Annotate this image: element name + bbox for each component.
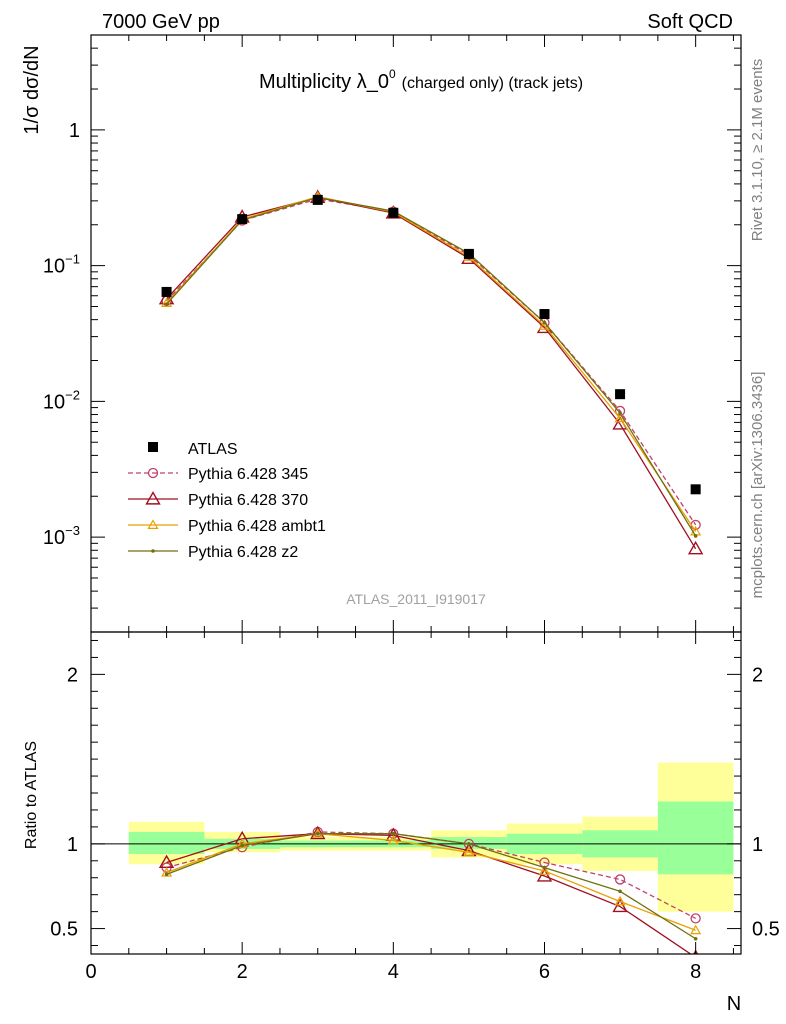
title-main: Multiplicity λ_0: [259, 71, 389, 93]
legend-label: Pythia 6.428 z2: [188, 544, 298, 561]
marker-triangle-small: [147, 519, 159, 529]
data-point-atlas: [690, 484, 701, 495]
rivet-label: Rivet 3.1.10, ≥ 2.1M events: [749, 59, 766, 242]
series-line-3: [166, 196, 697, 537]
marker-circle: [614, 874, 626, 885]
marker-triangle: [145, 491, 161, 505]
data-point-atlas: [539, 309, 550, 320]
legend-item-2: Pythia 6.428 ambt1: [128, 518, 326, 535]
ratio-y-tick-label-right: 2: [752, 664, 763, 686]
ratio-line-3: [166, 833, 696, 940]
ratio-panel: [91, 825, 741, 954]
legend-label: Pythia 6.428 345: [188, 466, 308, 483]
title-small: (charged only) (track jets): [402, 75, 583, 92]
x-tick-label: 6: [539, 961, 550, 983]
data-point-atlas: [161, 286, 172, 297]
main-ylabel: 1/σ dσ/dN: [21, 45, 43, 134]
x-tick-label: 8: [690, 961, 701, 983]
ratio-line-0: [166, 831, 696, 919]
marker-dot: [315, 831, 320, 836]
marker-triangle-small: [614, 895, 626, 906]
marker-dot: [618, 411, 622, 415]
data-point-atlas: [237, 214, 248, 225]
y-tick-label: 10−1: [43, 252, 80, 278]
x-axis-label: N: [727, 993, 741, 1015]
data-point-atlas: [312, 194, 323, 205]
legend-label: Pythia 6.428 ambt1: [188, 518, 326, 535]
marker-triangle: [687, 540, 704, 555]
marker-dot: [618, 889, 622, 894]
legend: ATLAS Pythia 6.428 345 Pythia 6.428 370 Pyt…: [128, 441, 326, 561]
marker-circle: [614, 405, 626, 417]
watermark: ATLAS_2011_I919017: [346, 591, 486, 607]
data-point-atlas: [615, 389, 626, 400]
marker-dot: [542, 865, 547, 870]
legend-item-3: Pythia 6.428 z2: [128, 544, 298, 561]
ratio-y-tick-label: 1: [67, 834, 78, 856]
marker-triangle-small: [538, 865, 551, 875]
marker-dot: [391, 831, 396, 836]
marker-triangle: [612, 898, 628, 913]
marker-dot: [693, 534, 698, 538]
legend-item-0: Pythia 6.428 345: [128, 466, 308, 483]
y-tick-label: 10−3: [43, 523, 80, 549]
ratio-y-tick-label: 0.5: [50, 919, 78, 941]
marker-dot: [467, 842, 471, 846]
main-frame: [90, 34, 742, 633]
marker-dot: [164, 302, 169, 306]
marker-triangle-small: [387, 834, 399, 845]
legend-marker-atlas: [148, 442, 158, 452]
marker-dot: [542, 320, 547, 325]
legend-label-atlas: ATLAS: [188, 441, 238, 458]
data-point-atlas: [463, 248, 474, 259]
x-tick-label: 0: [85, 961, 96, 983]
legend-label: Pythia 6.428 370: [188, 492, 308, 509]
ratio-y-tick-label: 2: [67, 664, 78, 686]
marker-triangle-small: [463, 846, 475, 857]
title-superscript: 0: [389, 67, 396, 81]
marker-dot: [151, 549, 155, 553]
ratio-y-tick-label-right: 1: [752, 834, 763, 856]
x-tick-label: 4: [388, 961, 399, 983]
y-tick-label: 1: [69, 120, 80, 142]
legend-item-1: Pythia 6.428 370: [128, 491, 308, 509]
marker-dot: [164, 872, 169, 877]
x-tick-label: 2: [237, 961, 248, 983]
header-right: Soft QCD: [647, 11, 733, 33]
chart-title: Multiplicity λ_00 (charged only) (track j…: [259, 67, 583, 93]
main-panel: [158, 189, 704, 555]
ratio-line-2: [166, 833, 696, 931]
header-left: 7000 GeV pp: [102, 11, 220, 33]
marker-triangle-small: [690, 924, 702, 935]
y-tick-label: 10−2: [43, 387, 80, 413]
marker-circle: [690, 913, 701, 924]
ratio-bands: [128, 762, 734, 912]
ratio-line-1: [166, 833, 692, 954]
mcplots-label: mcplots.cern.ch [arXiv:1306.3436]: [749, 372, 766, 599]
ratio-y-tick-label-right: 0.5: [752, 919, 780, 941]
marker-dot: [693, 936, 698, 941]
legend-item-atlas: ATLAS: [148, 441, 238, 458]
marker-triangle: [536, 868, 553, 882]
series-line-2: [166, 196, 697, 532]
marker-triangle: [310, 825, 326, 840]
ratio-band-inner: [128, 831, 205, 855]
data-point-atlas: [388, 207, 399, 218]
series-line-1: [166, 196, 697, 550]
ratio-band-inner: [657, 801, 734, 875]
marker-circle: [147, 467, 159, 479]
ratio-ylabel: Ratio to ATLAS: [23, 741, 40, 849]
marker-dot: [240, 843, 244, 848]
axes: 0 2 4 6 8 1 10−1 10−2 10−3 0.5 0.5 1 1 2 2: [43, 34, 780, 983]
